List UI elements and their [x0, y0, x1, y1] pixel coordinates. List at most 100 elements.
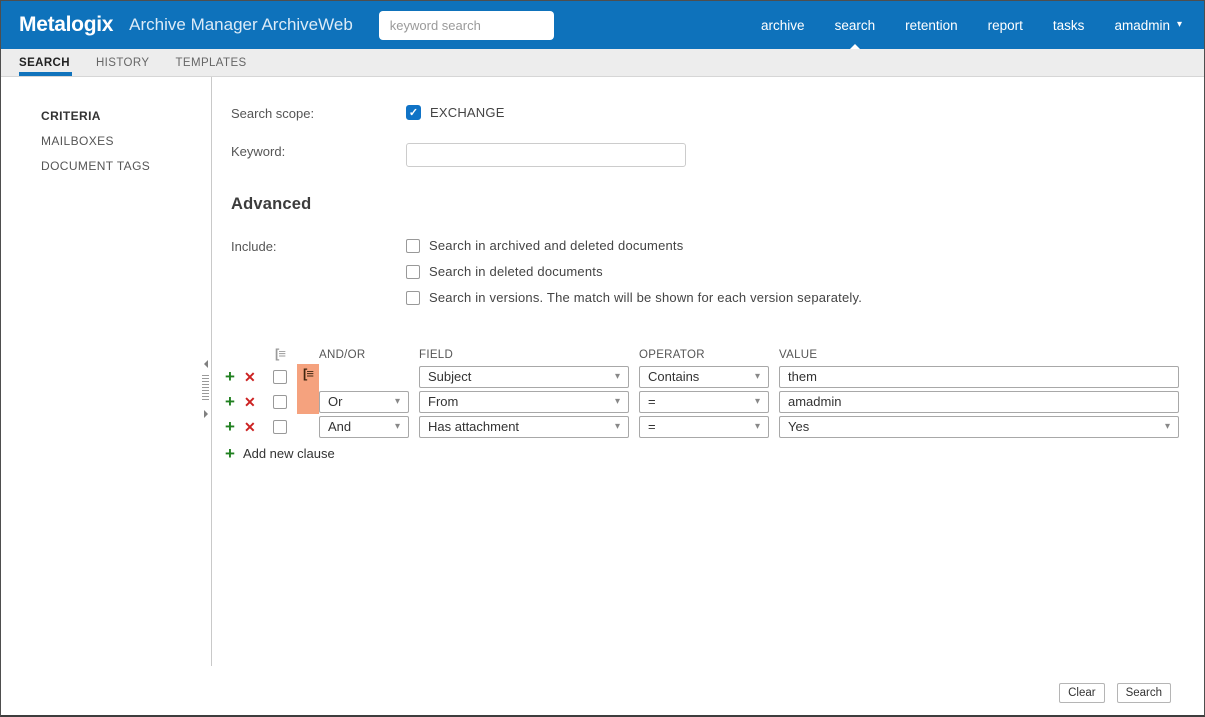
group-icon: [≡ — [275, 346, 286, 361]
sidebar-splitter[interactable] — [202, 360, 209, 418]
field-select[interactable]: Has attachment ▾ — [419, 415, 629, 438]
nav-item-tasks[interactable]: tasks — [1052, 17, 1085, 33]
field-select[interactable]: Subject ▾ — [419, 365, 629, 388]
chevron-down-icon: ▾ — [614, 420, 620, 432]
checkmark-icon: ✓ — [408, 107, 419, 119]
add-row-icon[interactable]: + — [225, 416, 235, 436]
value-input[interactable] — [779, 390, 1179, 413]
versions-checkbox[interactable] — [406, 290, 420, 305]
top-nav: archive search retention report tasks am… — [731, 1, 1182, 49]
clause-builder: [≡ AND/OR FIELD OPERATOR VALUE + ✕ — [225, 344, 1204, 463]
clause-3-checkbox[interactable] — [273, 419, 287, 434]
andor-column-header: AND/OR — [319, 349, 366, 361]
chevron-down-icon: ▾ — [1164, 420, 1170, 432]
chevron-down-icon: ▾ — [394, 395, 400, 407]
clause-row-1: + ✕ [≡ Subject ▾ — [225, 364, 1204, 389]
tab-templates-label: TEMPLATES — [175, 56, 247, 69]
tab-bar: SEARCH HISTORY TEMPLATES — [1, 49, 1204, 77]
advanced-heading: Advanced — [231, 195, 312, 213]
field-column-header: FIELD — [419, 349, 454, 361]
operator-select[interactable]: Contains ▾ — [639, 365, 769, 388]
add-new-clause-button[interactable]: + Add new clause — [225, 443, 335, 463]
nav-item-report[interactable]: report — [987, 17, 1023, 33]
include-options: Search in archived and deleted documents… — [406, 238, 862, 316]
keyword-row: Keyword: — [231, 143, 1204, 167]
clause-header-row: [≡ AND/OR FIELD OPERATOR VALUE — [225, 344, 1204, 361]
add-row-icon[interactable]: + — [225, 391, 235, 411]
value-input[interactable] — [779, 365, 1179, 388]
keyword-field[interactable] — [406, 143, 686, 167]
tab-search[interactable]: SEARCH — [19, 49, 72, 76]
exchange-label: EXCHANGE — [430, 105, 505, 120]
operator-select[interactable]: = ▾ — [639, 390, 769, 413]
nav-item-retention[interactable]: retention — [905, 17, 958, 33]
keyword-search-input[interactable] — [378, 10, 554, 40]
chevron-down-icon: ▾ — [614, 370, 620, 382]
content-area: CRITERIA MAILBOXES DOCUMENT TAGS Search … — [1, 77, 1204, 666]
group-highlight-cell[interactable] — [297, 389, 319, 414]
field-select[interactable]: From ▾ — [419, 390, 629, 413]
chevron-down-icon: ▾ — [614, 395, 620, 407]
add-row-icon[interactable]: + — [225, 366, 235, 386]
clause-1-checkbox[interactable] — [273, 369, 287, 384]
sidebar-item-document-tags[interactable]: DOCUMENT TAGS — [41, 159, 151, 173]
include-option-archived-deleted[interactable]: Search in archived and deleted documents — [406, 238, 862, 253]
footer: Clear Search — [1, 666, 1204, 715]
andor-select[interactable]: And ▾ — [319, 415, 409, 438]
chevron-down-icon: ▾ — [754, 370, 760, 382]
exchange-checkbox[interactable]: ✓ — [406, 105, 421, 120]
clause-row-2: + ✕ Or ▾ From — [225, 389, 1204, 414]
plus-icon: + — [225, 443, 235, 463]
criteria-form: Search scope: ✓ EXCHANGE Keyword: Advanc… — [212, 77, 1204, 666]
group-icon: [≡ — [303, 366, 314, 381]
clause-2-checkbox[interactable] — [273, 394, 287, 409]
chevron-down-icon: ▾ — [394, 420, 400, 432]
search-scope-label: Search scope: — [231, 106, 315, 121]
chevron-down-icon: ▾ — [754, 395, 760, 407]
active-tab-underline — [19, 72, 72, 76]
tab-history[interactable]: HISTORY — [96, 49, 150, 76]
sidebar: CRITERIA MAILBOXES DOCUMENT TAGS — [1, 77, 212, 666]
search-button[interactable]: Search — [1116, 683, 1171, 703]
header: Metalogix Archive Manager ArchiveWeb arc… — [1, 1, 1204, 49]
tab-history-label: HISTORY — [95, 56, 150, 69]
operator-select[interactable]: = ▾ — [639, 415, 769, 438]
collapse-left-icon[interactable] — [203, 360, 208, 368]
operator-column-header: OPERATOR — [639, 349, 705, 361]
group-highlight-cell[interactable]: [≡ — [297, 364, 319, 389]
archived-deleted-checkbox[interactable] — [406, 238, 420, 253]
clear-button[interactable]: Clear — [1059, 683, 1105, 703]
value-column-header: VALUE — [779, 349, 818, 361]
keyword-label: Keyword: — [231, 144, 286, 159]
nav-item-archive[interactable]: archive — [761, 17, 805, 33]
delete-row-icon[interactable]: ✕ — [243, 368, 256, 385]
value-select[interactable]: Yes ▾ — [779, 415, 1179, 438]
nav-item-search-label: search — [834, 17, 876, 33]
user-menu-label: amadmin — [1114, 17, 1170, 33]
tab-search-label: SEARCH — [19, 56, 70, 69]
splitter-grip-icon[interactable] — [202, 375, 209, 402]
deleted-checkbox[interactable] — [406, 264, 420, 279]
chevron-down-icon: ▾ — [1176, 19, 1182, 30]
include-row: Include: Search in archived and deleted … — [231, 238, 1204, 316]
sidebar-item-criteria[interactable]: CRITERIA — [41, 109, 101, 123]
product-title: Archive Manager ArchiveWeb — [129, 15, 353, 34]
search-scope-row: Search scope: ✓ EXCHANGE — [231, 105, 1204, 121]
chevron-down-icon: ▾ — [754, 420, 760, 432]
sidebar-item-mailboxes[interactable]: MAILBOXES — [41, 134, 114, 148]
metalogix-logo: Metalogix — [19, 13, 114, 36]
clause-row-3: + ✕ And ▾ Has att — [225, 414, 1204, 439]
nav-item-search[interactable]: search — [834, 1, 876, 49]
include-label: Include: — [231, 239, 277, 254]
exchange-option[interactable]: ✓ EXCHANGE — [406, 105, 505, 120]
include-option-versions[interactable]: Search in versions. The match will be sh… — [406, 290, 862, 305]
include-option-deleted[interactable]: Search in deleted documents — [406, 264, 862, 279]
andor-select[interactable]: Or ▾ — [319, 390, 409, 413]
expand-right-icon[interactable] — [203, 410, 208, 418]
delete-row-icon[interactable]: ✕ — [243, 418, 256, 435]
delete-row-icon[interactable]: ✕ — [243, 393, 256, 410]
user-menu[interactable]: amadmin ▾ — [1114, 1, 1182, 49]
tab-templates[interactable]: TEMPLATES — [175, 49, 246, 76]
active-nav-indicator-icon — [849, 44, 860, 49]
